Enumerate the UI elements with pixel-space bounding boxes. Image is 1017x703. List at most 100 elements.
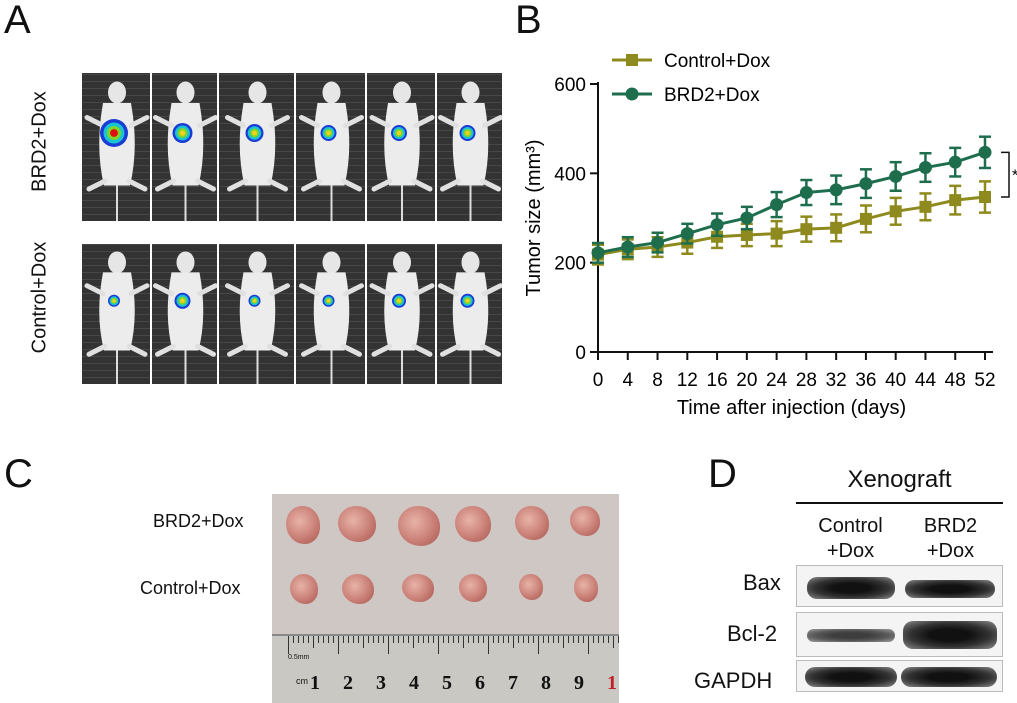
mouse-image [218, 72, 295, 222]
ruler-number: 5 [442, 672, 452, 694]
ruler-number: 7 [508, 672, 518, 694]
band-gapdh-brd2 [901, 667, 997, 687]
ruler-tick [523, 636, 524, 643]
mouse-image [218, 243, 295, 385]
mouse-image [151, 72, 218, 222]
row-label-control: Control+Dox [28, 241, 51, 354]
ruler-tick [338, 636, 339, 654]
ruler-tick [543, 636, 544, 643]
x-axis-label: Time after injection (days) [677, 397, 906, 419]
band-bax-brd2 [905, 580, 995, 598]
data-point [979, 191, 991, 204]
data-point [889, 169, 903, 183]
blot-title: Xenograft [847, 466, 952, 493]
ruler-tick [458, 636, 459, 643]
ruler-tick [593, 636, 594, 643]
ruler-tick [438, 636, 439, 654]
ruler-tick [618, 636, 619, 643]
ruler-tick [558, 636, 559, 643]
ruler-tick [573, 636, 574, 643]
row-label-brd2: BRD2+Dox [28, 91, 51, 192]
ruler-tick [553, 636, 554, 643]
tumor-control [519, 574, 543, 600]
ruler-tick [518, 636, 519, 643]
data-point [680, 227, 694, 241]
ruler-tick [348, 636, 349, 643]
ruler-tick [448, 636, 449, 643]
ruler-tick [308, 636, 309, 643]
data-point [949, 194, 962, 207]
blot-col-control: Control +Dox [803, 514, 898, 564]
ruler-tick [508, 636, 509, 643]
significance-bracket [1001, 151, 1010, 198]
x-tick-label: 16 [707, 370, 728, 391]
blot-col-brd2-line1: BRD2 [923, 515, 978, 537]
tumor-brd2 [570, 506, 600, 536]
ruler-tick [378, 636, 379, 643]
mouse-image [436, 72, 503, 222]
ruler-tick [288, 636, 289, 654]
ruler-number: 8 [541, 672, 551, 694]
ruler-tick [423, 636, 424, 643]
mouse-image [295, 72, 366, 222]
tumor-control [342, 574, 374, 604]
data-point [740, 228, 753, 241]
data-point [770, 227, 783, 240]
ruler-tick [468, 636, 469, 643]
mouse-image [81, 243, 151, 385]
mouse-image [81, 72, 151, 222]
band-bcl2-control [807, 629, 895, 642]
x-tick-label: 44 [915, 370, 937, 391]
ruler-tick [588, 636, 589, 654]
tumor-brd2 [398, 506, 440, 546]
x-tick-label: 36 [855, 370, 876, 391]
ruler-tick [578, 636, 579, 643]
x-tick-label: 4 [622, 370, 633, 391]
ruler-tick [478, 636, 479, 643]
data-point [740, 211, 754, 225]
ruler-number: 1 [310, 672, 320, 694]
mouse-image [436, 243, 503, 385]
ruler-tick [583, 636, 584, 643]
ruler-number: 6 [475, 672, 485, 694]
tumor-control [402, 574, 434, 602]
ruler-tick [413, 636, 414, 648]
blot-col-control-line2: +Dox [826, 540, 875, 562]
ruler-tick [398, 636, 399, 643]
data-point [621, 240, 635, 254]
tumor-control [574, 574, 598, 602]
ruler-tick [373, 636, 374, 643]
y-tick-label: 200 [554, 254, 586, 275]
x-tick-label: 48 [945, 370, 966, 391]
mouse-image [151, 243, 218, 385]
ruler-tick [343, 636, 344, 643]
ruler-unit: 0.5mm [288, 654, 310, 661]
tumor-brd2 [338, 506, 376, 542]
tumor-photo: 0.5mm cm 1 2 3 4 5 6 7 8 9 1 [272, 494, 619, 703]
panel-label-c: C [4, 452, 33, 496]
panel-label-d: D [708, 452, 737, 496]
ruler-tick [368, 636, 369, 643]
data-point [889, 205, 902, 218]
ruler-tick [318, 636, 319, 643]
y-tick-label: 400 [554, 164, 586, 185]
x-tick-label: 28 [796, 370, 817, 391]
blot-strip-bcl2 [796, 612, 1003, 657]
panel-a-imaging: BRD2+Dox Control+Dox [0, 0, 510, 390]
ruler-tick [453, 636, 454, 643]
ruler-tick [323, 636, 324, 643]
ruler-tick [428, 636, 429, 643]
y-tick-label: 600 [554, 75, 586, 96]
y-axis-label: Tumor size (mm³) [523, 139, 545, 296]
ruler-tick [443, 636, 444, 643]
ruler-tick [293, 636, 294, 643]
ruler-cm: cm [296, 676, 308, 686]
x-tick-label: 52 [974, 370, 995, 391]
ruler-number: 1 [607, 672, 617, 694]
ruler-tick [328, 636, 329, 643]
panel-label-a: A [4, 0, 31, 42]
ruler-tick [358, 636, 359, 643]
x-tick-label: 20 [736, 370, 757, 391]
data-point [829, 183, 843, 197]
